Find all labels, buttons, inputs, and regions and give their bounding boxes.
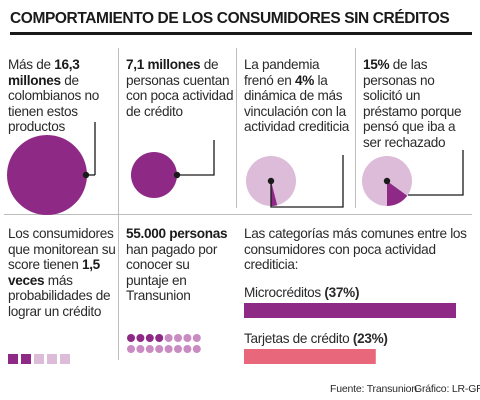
- bar-category-tarjetas: Tarjetas de crédito: [244, 331, 350, 346]
- squares-row-icon: [8, 354, 70, 364]
- bar-value-microcreditos: (37%): [324, 285, 360, 300]
- square-5: [60, 354, 70, 364]
- pie-slice-4: [271, 181, 278, 206]
- footer-source: Fuente: Transunion: [330, 383, 417, 395]
- panel-1-text: Más de 16,3 millones de colombianos no t…: [8, 57, 100, 135]
- bar-label-tarjetas: Tarjetas de crédito (23%): [244, 331, 388, 346]
- dot-4: [155, 334, 164, 342]
- circle-medium-dot: [173, 171, 181, 179]
- circle-large-icon: [7, 135, 87, 215]
- square-4: [47, 354, 57, 364]
- bar-microcr-ditos: [244, 303, 456, 318]
- dot-11: [145, 345, 154, 353]
- bar-value-tarjetas: (23%): [352, 331, 388, 346]
- pie-chart-4-percent: [246, 155, 344, 208]
- big-circle-group: [7, 122, 96, 215]
- bar-label-microcreditos: Microcréditos (37%): [244, 285, 359, 300]
- dot-13: [164, 345, 173, 353]
- dot-12: [155, 345, 164, 353]
- panel-2-text: 7,1 millones de personas cuentan con poc…: [126, 57, 234, 119]
- dot-15: [183, 345, 192, 353]
- circle-medium-icon: [131, 152, 177, 198]
- dots-grid-icon: [127, 334, 201, 353]
- dot-14: [174, 345, 182, 353]
- dot-7: [183, 334, 192, 342]
- divider-v-3: [355, 48, 356, 208]
- dot-8: [192, 334, 201, 342]
- medium-circle-group: [131, 140, 215, 198]
- pie-center-dot-15: [383, 177, 391, 185]
- dot-3: [145, 334, 154, 342]
- dot-16: [192, 345, 201, 353]
- categories-heading: Las categorías más comunes entre los con…: [244, 226, 467, 273]
- divider-v-1: [118, 48, 119, 360]
- pie-leader-15: [408, 150, 464, 196]
- panel-6-text: 55.000 personas han pagado por conocer s…: [126, 226, 228, 304]
- dot-10: [136, 345, 145, 353]
- dot-1: [127, 334, 135, 342]
- divider-v-2: [236, 48, 237, 208]
- bars-group: [244, 303, 456, 364]
- dot-5: [164, 334, 173, 342]
- pie-slice-15: [387, 181, 408, 206]
- square-2: [21, 354, 31, 364]
- circle-medium-leader: [177, 140, 215, 176]
- panel-4-text: 15% de las personas no solicitó un prést…: [363, 57, 462, 150]
- dot-6: [174, 334, 182, 342]
- page-title: COMPORTAMIENTO DE LOS CONSUMIDORES SIN C…: [10, 10, 450, 27]
- dot-2: [136, 334, 145, 342]
- footer-graphic: Gráfico: LR-GR: [414, 383, 480, 395]
- pie-leader-4: [270, 155, 344, 208]
- square-1: [8, 354, 18, 364]
- dot-9: [127, 345, 135, 353]
- square-3: [34, 354, 44, 364]
- title-rule: [10, 32, 472, 35]
- panel-5-text: Los consumidores que monitorean su score…: [8, 226, 116, 319]
- panel-3-text: La pandemia frenó en 4% la dinámica de m…: [244, 57, 350, 135]
- bar-category-microcreditos: Microcréditos: [244, 285, 321, 300]
- divider-h-1: [4, 214, 472, 215]
- bar-tarjetas-de-cr-dito: [244, 349, 376, 364]
- pie-chart-15-percent: [362, 150, 464, 206]
